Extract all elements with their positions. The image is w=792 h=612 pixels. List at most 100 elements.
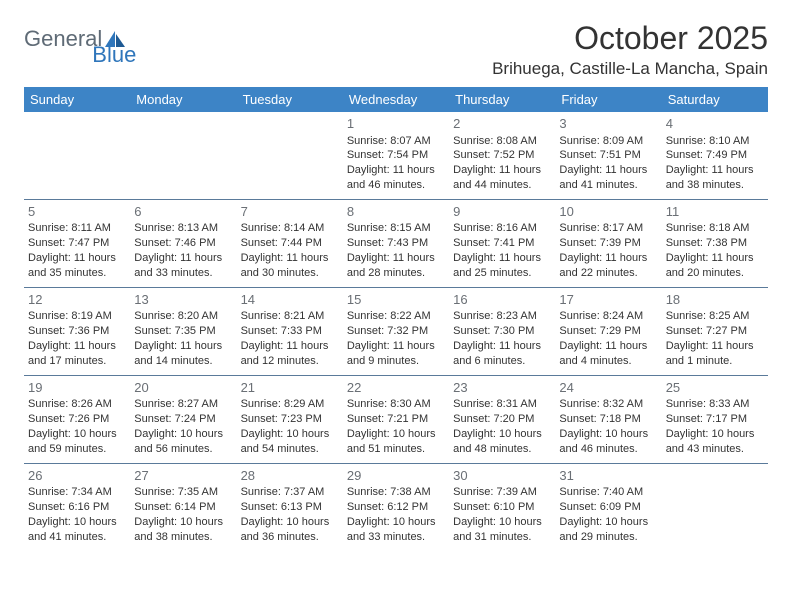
calendar-cell: 23Sunrise: 8:31 AMSunset: 7:20 PMDayligh… <box>449 375 555 463</box>
sunset-text: Sunset: 7:36 PM <box>28 324 126 339</box>
daylight-text: and 33 minutes. <box>347 530 445 545</box>
sunrise-text: Sunrise: 8:25 AM <box>666 309 764 324</box>
day-number: 11 <box>666 203 764 221</box>
daylight-text: and 20 minutes. <box>666 266 764 281</box>
daylight-text: Daylight: 11 hours <box>241 251 339 266</box>
day-number: 17 <box>559 291 657 309</box>
calendar-cell: 7Sunrise: 8:14 AMSunset: 7:44 PMDaylight… <box>237 199 343 287</box>
daylight-text: Daylight: 10 hours <box>134 515 232 530</box>
sunrise-text: Sunrise: 8:11 AM <box>28 221 126 236</box>
day-number: 12 <box>28 291 126 309</box>
sunrise-text: Sunrise: 8:19 AM <box>28 309 126 324</box>
sunset-text: Sunset: 7:38 PM <box>666 236 764 251</box>
day-number: 4 <box>666 115 764 133</box>
sunrise-text: Sunrise: 8:10 AM <box>666 134 764 149</box>
sunset-text: Sunset: 6:14 PM <box>134 500 232 515</box>
calendar-cell: 13Sunrise: 8:20 AMSunset: 7:35 PMDayligh… <box>130 287 236 375</box>
daylight-text: and 31 minutes. <box>453 530 551 545</box>
daylight-text: and 33 minutes. <box>134 266 232 281</box>
daylight-text: Daylight: 11 hours <box>666 163 764 178</box>
sunrise-text: Sunrise: 8:20 AM <box>134 309 232 324</box>
day-number: 24 <box>559 379 657 397</box>
day-number: 7 <box>241 203 339 221</box>
day-number: 23 <box>453 379 551 397</box>
calendar-cell: 18Sunrise: 8:25 AMSunset: 7:27 PMDayligh… <box>662 287 768 375</box>
sunset-text: Sunset: 7:51 PM <box>559 148 657 163</box>
sunset-text: Sunset: 6:09 PM <box>559 500 657 515</box>
daylight-text: and 48 minutes. <box>453 442 551 457</box>
sunset-text: Sunset: 7:39 PM <box>559 236 657 251</box>
sunset-text: Sunset: 7:30 PM <box>453 324 551 339</box>
sunset-text: Sunset: 6:10 PM <box>453 500 551 515</box>
sunrise-text: Sunrise: 8:16 AM <box>453 221 551 236</box>
sunset-text: Sunset: 7:18 PM <box>559 412 657 427</box>
day-number: 19 <box>28 379 126 397</box>
daylight-text: and 56 minutes. <box>134 442 232 457</box>
sunrise-text: Sunrise: 7:39 AM <box>453 485 551 500</box>
sunset-text: Sunset: 7:26 PM <box>28 412 126 427</box>
sunrise-text: Sunrise: 8:18 AM <box>666 221 764 236</box>
calendar-cell: 9Sunrise: 8:16 AMSunset: 7:41 PMDaylight… <box>449 199 555 287</box>
day-number: 31 <box>559 467 657 485</box>
calendar-cell: 21Sunrise: 8:29 AMSunset: 7:23 PMDayligh… <box>237 375 343 463</box>
col-tuesday: Tuesday <box>237 87 343 112</box>
sunset-text: Sunset: 7:49 PM <box>666 148 764 163</box>
col-monday: Monday <box>130 87 236 112</box>
sunset-text: Sunset: 7:35 PM <box>134 324 232 339</box>
sunset-text: Sunset: 7:47 PM <box>28 236 126 251</box>
calendar-cell: 8Sunrise: 8:15 AMSunset: 7:43 PMDaylight… <box>343 199 449 287</box>
daylight-text: and 30 minutes. <box>241 266 339 281</box>
brand-part1: General <box>24 26 102 52</box>
day-number: 1 <box>347 115 445 133</box>
day-number: 16 <box>453 291 551 309</box>
calendar-cell <box>130 112 236 199</box>
daylight-text: and 46 minutes. <box>559 442 657 457</box>
sunrise-text: Sunrise: 7:38 AM <box>347 485 445 500</box>
daylight-text: Daylight: 10 hours <box>241 427 339 442</box>
day-number: 27 <box>134 467 232 485</box>
sunrise-text: Sunrise: 8:17 AM <box>559 221 657 236</box>
sunset-text: Sunset: 7:32 PM <box>347 324 445 339</box>
calendar-header-row: Sunday Monday Tuesday Wednesday Thursday… <box>24 87 768 112</box>
daylight-text: and 38 minutes. <box>666 178 764 193</box>
sunrise-text: Sunrise: 8:24 AM <box>559 309 657 324</box>
calendar-cell <box>237 112 343 199</box>
calendar-cell: 12Sunrise: 8:19 AMSunset: 7:36 PMDayligh… <box>24 287 130 375</box>
daylight-text: Daylight: 11 hours <box>559 339 657 354</box>
daylight-text: Daylight: 11 hours <box>241 339 339 354</box>
daylight-text: and 41 minutes. <box>28 530 126 545</box>
sunset-text: Sunset: 7:33 PM <box>241 324 339 339</box>
daylight-text: and 54 minutes. <box>241 442 339 457</box>
sunset-text: Sunset: 7:54 PM <box>347 148 445 163</box>
page-title: October 2025 <box>492 20 768 57</box>
calendar-cell: 15Sunrise: 8:22 AMSunset: 7:32 PMDayligh… <box>343 287 449 375</box>
daylight-text: and 41 minutes. <box>559 178 657 193</box>
daylight-text: Daylight: 11 hours <box>666 339 764 354</box>
daylight-text: Daylight: 11 hours <box>134 251 232 266</box>
daylight-text: and 44 minutes. <box>453 178 551 193</box>
calendar-cell: 17Sunrise: 8:24 AMSunset: 7:29 PMDayligh… <box>555 287 661 375</box>
col-saturday: Saturday <box>662 87 768 112</box>
calendar-cell: 3Sunrise: 8:09 AMSunset: 7:51 PMDaylight… <box>555 112 661 199</box>
sunset-text: Sunset: 7:44 PM <box>241 236 339 251</box>
daylight-text: Daylight: 11 hours <box>347 163 445 178</box>
sunset-text: Sunset: 7:43 PM <box>347 236 445 251</box>
sunset-text: Sunset: 7:21 PM <box>347 412 445 427</box>
daylight-text: Daylight: 11 hours <box>28 339 126 354</box>
day-number: 18 <box>666 291 764 309</box>
daylight-text: and 46 minutes. <box>347 178 445 193</box>
sunrise-text: Sunrise: 8:23 AM <box>453 309 551 324</box>
calendar-cell: 28Sunrise: 7:37 AMSunset: 6:13 PMDayligh… <box>237 463 343 550</box>
sunset-text: Sunset: 7:52 PM <box>453 148 551 163</box>
daylight-text: Daylight: 11 hours <box>453 163 551 178</box>
daylight-text: Daylight: 10 hours <box>347 427 445 442</box>
daylight-text: Daylight: 11 hours <box>347 339 445 354</box>
calendar-cell: 29Sunrise: 7:38 AMSunset: 6:12 PMDayligh… <box>343 463 449 550</box>
col-sunday: Sunday <box>24 87 130 112</box>
calendar-body: 1Sunrise: 8:07 AMSunset: 7:54 PMDaylight… <box>24 112 768 551</box>
daylight-text: and 28 minutes. <box>347 266 445 281</box>
daylight-text: and 51 minutes. <box>347 442 445 457</box>
daylight-text: Daylight: 11 hours <box>559 163 657 178</box>
title-block: October 2025 Brihuega, Castille-La Manch… <box>492 20 768 79</box>
calendar-row: 12Sunrise: 8:19 AMSunset: 7:36 PMDayligh… <box>24 287 768 375</box>
